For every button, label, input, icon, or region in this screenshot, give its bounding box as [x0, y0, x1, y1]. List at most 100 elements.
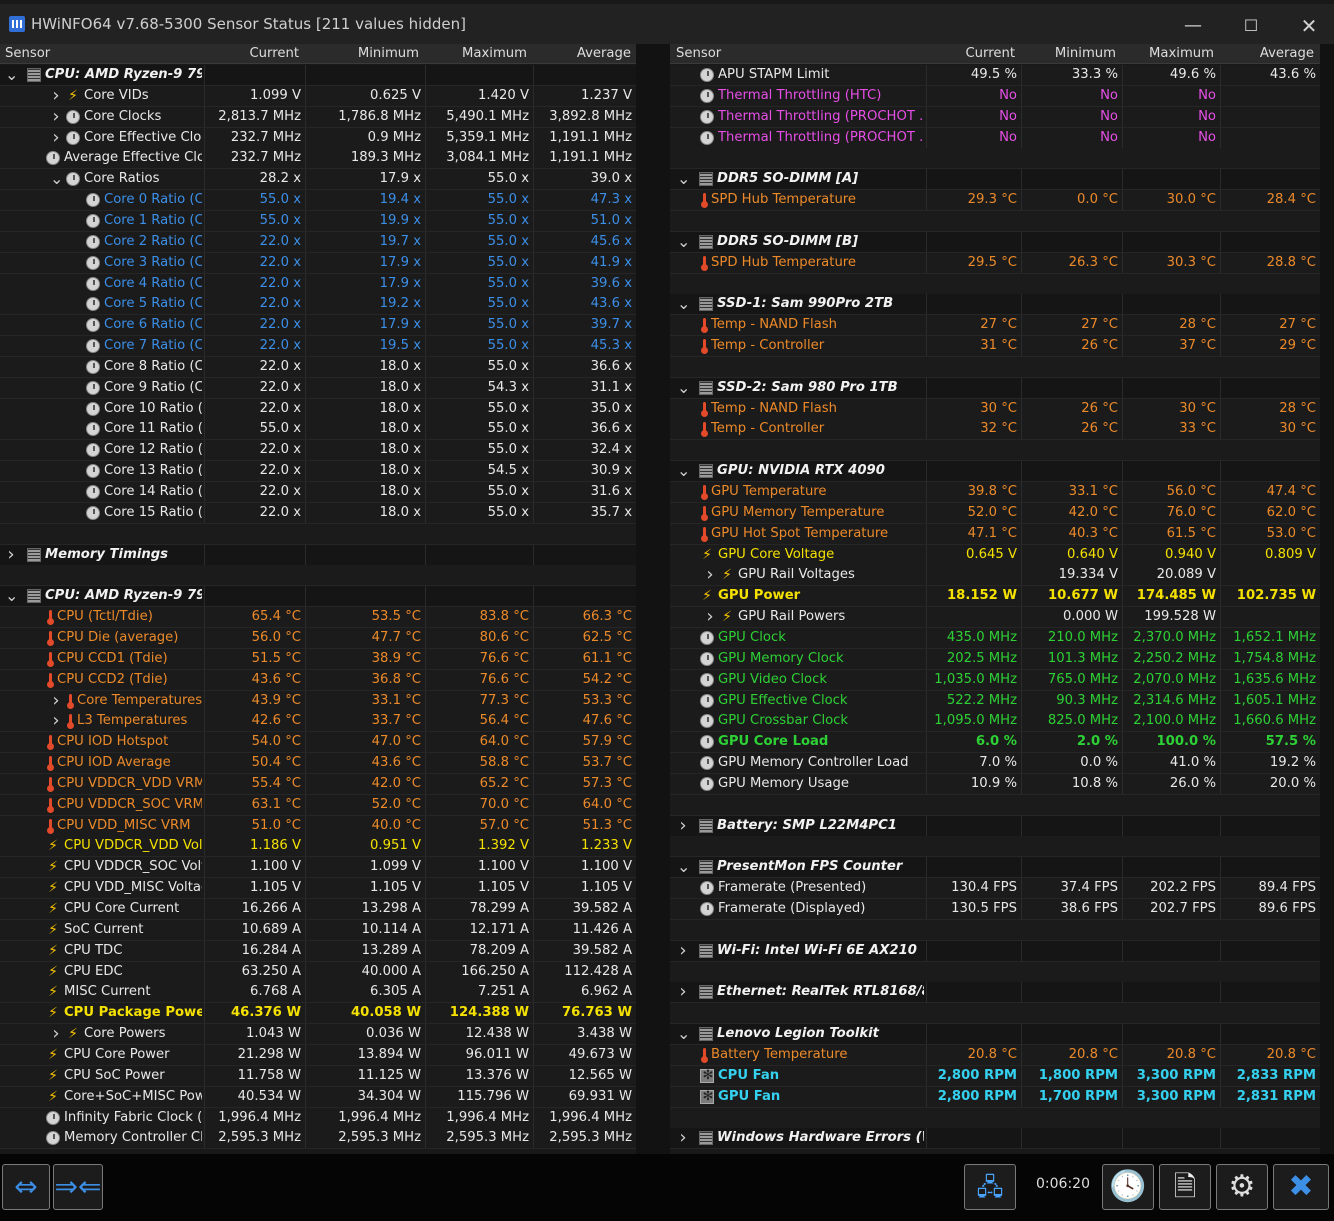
left-sensor-pane[interactable]: Sensor Current Minimum Maximum Average ⌄… — [0, 44, 636, 1154]
header-current[interactable]: Current — [965, 46, 1015, 61]
sensor-row[interactable]: Core 4 Ratio (CCD1)22.0 x17.9 x55.0 x39.… — [0, 273, 636, 295]
chevron-down-icon[interactable]: ⌄ — [677, 231, 691, 251]
sensor-row[interactable]: Temp - NAND Flash 30 °C 26 °C 30 °C 28 °C — [670, 398, 1320, 420]
collapse-arrows-icon[interactable]: ⇒⇐ — [53, 1164, 103, 1210]
sensor-row[interactable]: CPU VDD_MISC VRM 51.0 °C 40.0 °C 57.0 °C 51.… — [0, 815, 636, 837]
sensor-row[interactable]: GPU Temperature 39.8 °C 33.1 °C 56.0 °C 47.4… — [670, 482, 1320, 503]
sensor-row[interactable]: GPU Effective Clock 522.2 MHz 90.3 MHz 2,31… — [670, 690, 1320, 712]
close-app-icon[interactable]: ✖ — [1273, 1164, 1329, 1210]
sensor-group-row[interactable]: › Wi-Fi: Intel Wi-Fi 6E AX210 — [670, 939, 1320, 962]
chevron-down-icon[interactable]: ⌄ — [677, 857, 691, 877]
sensor-row[interactable]: GPU Memory Temperature 52.0 °C 42.0 °C 76.0… — [670, 502, 1320, 524]
right-sensor-pane[interactable]: Sensor Current Minimum Maximum Average A… — [670, 44, 1320, 1154]
header-minimum[interactable]: Minimum — [357, 46, 419, 61]
sensor-row[interactable]: ⚡CPU VDDCR_SOC Voltage1.100 V1.099 V1.10… — [0, 857, 636, 879]
sensor-row[interactable]: Core 7 Ratio (CCD1)22.0 x19.5 x55.0 x45.… — [0, 336, 636, 358]
sensor-row[interactable]: SPD Hub Temperature 29.3 °C 0.0 °C 30.0 °C 2… — [670, 190, 1320, 212]
sensor-row[interactable]: CPU IOD Hotspot 54.0 °C 47.0 °C 64.0 °C 57.9… — [0, 732, 636, 754]
sensor-row[interactable]: ⚡ CPU Package Power 46.376 W 40.058 W 124.38… — [0, 1003, 636, 1025]
sensor-row[interactable]: Core 6 Ratio (CCD1)22.0 x17.9 x55.0 x39.… — [0, 315, 636, 337]
header-maximum[interactable]: Maximum — [1149, 46, 1214, 61]
chevron-right-icon[interactable]: › — [679, 814, 687, 836]
sensor-row[interactable]: APU STAPM Limit 49.5 % 33.3 % 49.6 % 43.6 % — [670, 65, 1320, 86]
sensor-row[interactable]: GPU Memory Controller Load 7.0 % 0.0 % 41.0… — [670, 753, 1320, 775]
maximize-button[interactable]: ☐ — [1243, 16, 1259, 35]
sensor-row[interactable]: Core 11 Ratio (CCD2)55.0 x18.0 x55.0 x36… — [0, 419, 636, 441]
sensor-row[interactable]: GPU Video Clock 1,035.0 MHz 765.0 MHz 2,070… — [670, 669, 1320, 691]
header-average[interactable]: Average — [576, 46, 631, 61]
sensor-row[interactable]: GPU Core Load 6.0 % 2.0 % 100.0 % 57.5 % — [670, 732, 1320, 754]
header-maximum[interactable]: Maximum — [462, 46, 527, 61]
sensor-row[interactable]: Core 8 Ratio (CCD2)22.0 x18.0 x55.0 x36.… — [0, 356, 636, 378]
sensor-row[interactable]: ⚡ GPU Core Voltage 0.645 V 0.640 V 0.940 V 0.… — [670, 544, 1320, 566]
sensor-group-row[interactable]: › Battery: SMP L22M4PC1 — [670, 814, 1320, 837]
sensor-row[interactable]: › Core Clocks 2,813.7 MHz 1,786.8 MHz 5,490.… — [0, 105, 636, 128]
sensor-group-row[interactable]: ⌄ DDR5 SO-DIMM [A] — [670, 169, 1320, 191]
chevron-right-icon[interactable]: › — [706, 606, 714, 628]
sensor-row[interactable]: Thermal Throttling (PROCHOT ... No No No — [670, 127, 1320, 149]
settings-gear-icon[interactable]: ⚙ — [1216, 1164, 1268, 1210]
sensor-row[interactable]: › L3 Temperatures 42.6 °C 33.7 °C 56.4 °C 47.… — [0, 710, 636, 733]
sensor-row[interactable]: Battery Temperature 20.8 °C 20.8 °C 20.8 °C… — [670, 1044, 1320, 1066]
sensor-row[interactable]: GPU Crossbar Clock 1,095.0 MHz 825.0 MHz 2,… — [670, 711, 1320, 733]
chevron-down-icon[interactable]: ⌄ — [5, 65, 19, 84]
chevron-down-icon[interactable]: ⌄ — [677, 1024, 691, 1044]
header-sensor[interactable]: Sensor — [5, 46, 51, 61]
header-current[interactable]: Current — [249, 46, 299, 61]
sensor-group-row[interactable]: ⌄ SSD-2: Sam 980 Pro 1TB — [670, 377, 1320, 399]
sensor-row[interactable]: Temp - Controller 32 °C 26 °C 33 °C 30 °C — [670, 419, 1320, 441]
chevron-right-icon[interactable]: › — [52, 105, 60, 127]
sensor-row[interactable]: CPU CCD2 (Tdie) 43.6 °C 36.8 °C 76.6 °C 54.2… — [0, 669, 636, 691]
sensor-row[interactable]: ⚡ MISC Current 6.768 A 6.305 A 7.251 A 6.962 … — [0, 982, 636, 1004]
sensor-row[interactable]: GPU Hot Spot Temperature 47.1 °C 40.3 °C 61… — [670, 523, 1320, 545]
chevron-right-icon[interactable]: › — [52, 84, 60, 106]
sensor-group-row[interactable]: ⌄ CPU: AMD Ryzen-9 7945HX — [0, 586, 636, 608]
chevron-down-icon[interactable]: ⌄ — [677, 169, 691, 189]
sensor-row[interactable]: CPU (Tctl/Tdie) 65.4 °C 53.5 °C 83.8 °C 66.3… — [0, 607, 636, 629]
chevron-down-icon[interactable]: ⌄ — [5, 586, 19, 606]
chevron-right-icon[interactable]: › — [52, 689, 60, 711]
sensor-row[interactable]: ⌄ Core Ratios 28.2 x 17.9 x 55.0 x 39.0 x — [0, 169, 636, 191]
sensor-row[interactable]: Framerate (Presented) 130.4 FPS 37.4 FPS 20… — [670, 878, 1320, 900]
header-average[interactable]: Average — [1259, 46, 1314, 61]
close-window-button[interactable]: ✕ — [1300, 14, 1318, 38]
sensor-row[interactable]: CPU VDDCR_SOC VRM 63.1 °C 52.0 °C 70.0 °C 64… — [0, 794, 636, 816]
chevron-right-icon[interactable]: › — [679, 939, 687, 961]
sensor-row[interactable]: › ⚡ Core Powers 1.043 W 0.036 W 12.438 W 3.438… — [0, 1024, 636, 1046]
chevron-right-icon[interactable]: › — [679, 981, 687, 1003]
sensor-row[interactable]: CPU Die (average) 56.0 °C 47.7 °C 80.6 °C 62… — [0, 627, 636, 649]
chevron-down-icon[interactable]: ⌄ — [50, 169, 64, 189]
clock-reset-icon[interactable]: 🕓 — [1102, 1164, 1154, 1210]
sensor-row[interactable]: ⚡ CPU TDC 16.284 A 13.289 A 78.209 A 39.582 A — [0, 940, 636, 962]
sensor-row[interactable]: Core 2 Ratio (CCD1)22.0 x19.7 x55.0 x45.… — [0, 231, 636, 253]
sensor-group-row[interactable]: ⌄ DDR5 SO-DIMM [B] — [670, 231, 1320, 253]
sensor-row[interactable]: Core 14 Ratio (CCD2)22.0 x18.0 x55.0 x31… — [0, 482, 636, 503]
chevron-right-icon[interactable]: › — [7, 543, 15, 565]
chevron-down-icon[interactable]: ⌄ — [677, 377, 691, 397]
sensor-row[interactable]: Infinity Fabric Clock (FC...1,996.4 MHz1… — [0, 1107, 636, 1129]
sensor-row[interactable]: GPU Memory Usage 10.9 % 10.8 % 26.0 % 20.0 % — [670, 773, 1320, 795]
sensor-row[interactable]: ⚡ CPU VDDCR_VDD Voltage1.186 V0.951 V1.39… — [0, 836, 636, 858]
sensor-row[interactable]: Temp - Controller 31 °C 26 °C 37 °C 29 °C — [670, 336, 1320, 358]
sensor-row[interactable]: CPU CCD1 (Tdie) 51.5 °C 38.9 °C 76.6 °C 61.1… — [0, 648, 636, 670]
sensor-row[interactable]: Thermal Throttling (PROCHOT ... No No No — [670, 106, 1320, 128]
sensor-group-row[interactable]: ⌄ CPU: AMD Ryzen-9 7945HX — [0, 65, 636, 86]
chevron-right-icon[interactable]: › — [52, 710, 60, 732]
header-minimum[interactable]: Minimum — [1054, 46, 1116, 61]
sensor-row[interactable]: ⚡ Core+SoC+MISC Power40.534 W34.304 W115.… — [0, 1086, 636, 1108]
sensor-group-row[interactable]: ⌄ Lenovo Legion Toolkit — [670, 1024, 1320, 1046]
sensor-row[interactable]: › Core Temperatures 43.9 °C 33.1 °C 77.3 °C 5… — [0, 689, 636, 712]
chevron-down-icon[interactable]: ⌄ — [677, 294, 691, 314]
sensor-row[interactable]: SPD Hub Temperature 29.5 °C 26.3 °C 30.3 °C… — [670, 252, 1320, 274]
sensor-row[interactable]: ⚡ GPU Power 18.152 W 10.677 W 174.485 W 102.7… — [670, 586, 1320, 608]
sensor-row[interactable]: Thermal Throttling (HTC) No No No — [670, 85, 1320, 107]
sensor-group-row[interactable]: ⌄ PresentMon FPS Counter — [670, 857, 1320, 879]
sensor-row[interactable]: › ⚡ Core VIDs 1.099 V 0.625 V 1.420 V 1.237 V — [0, 84, 636, 107]
sensor-group-row[interactable]: › Ethernet: RealTek RTL8168/8111 — [670, 981, 1320, 1004]
expand-collapse-arrows-icon[interactable]: ⇔ — [2, 1164, 50, 1210]
sensor-row[interactable]: ⚡ SoC Current 10.689 A 10.114 A 12.171 A 11.4… — [0, 919, 636, 941]
